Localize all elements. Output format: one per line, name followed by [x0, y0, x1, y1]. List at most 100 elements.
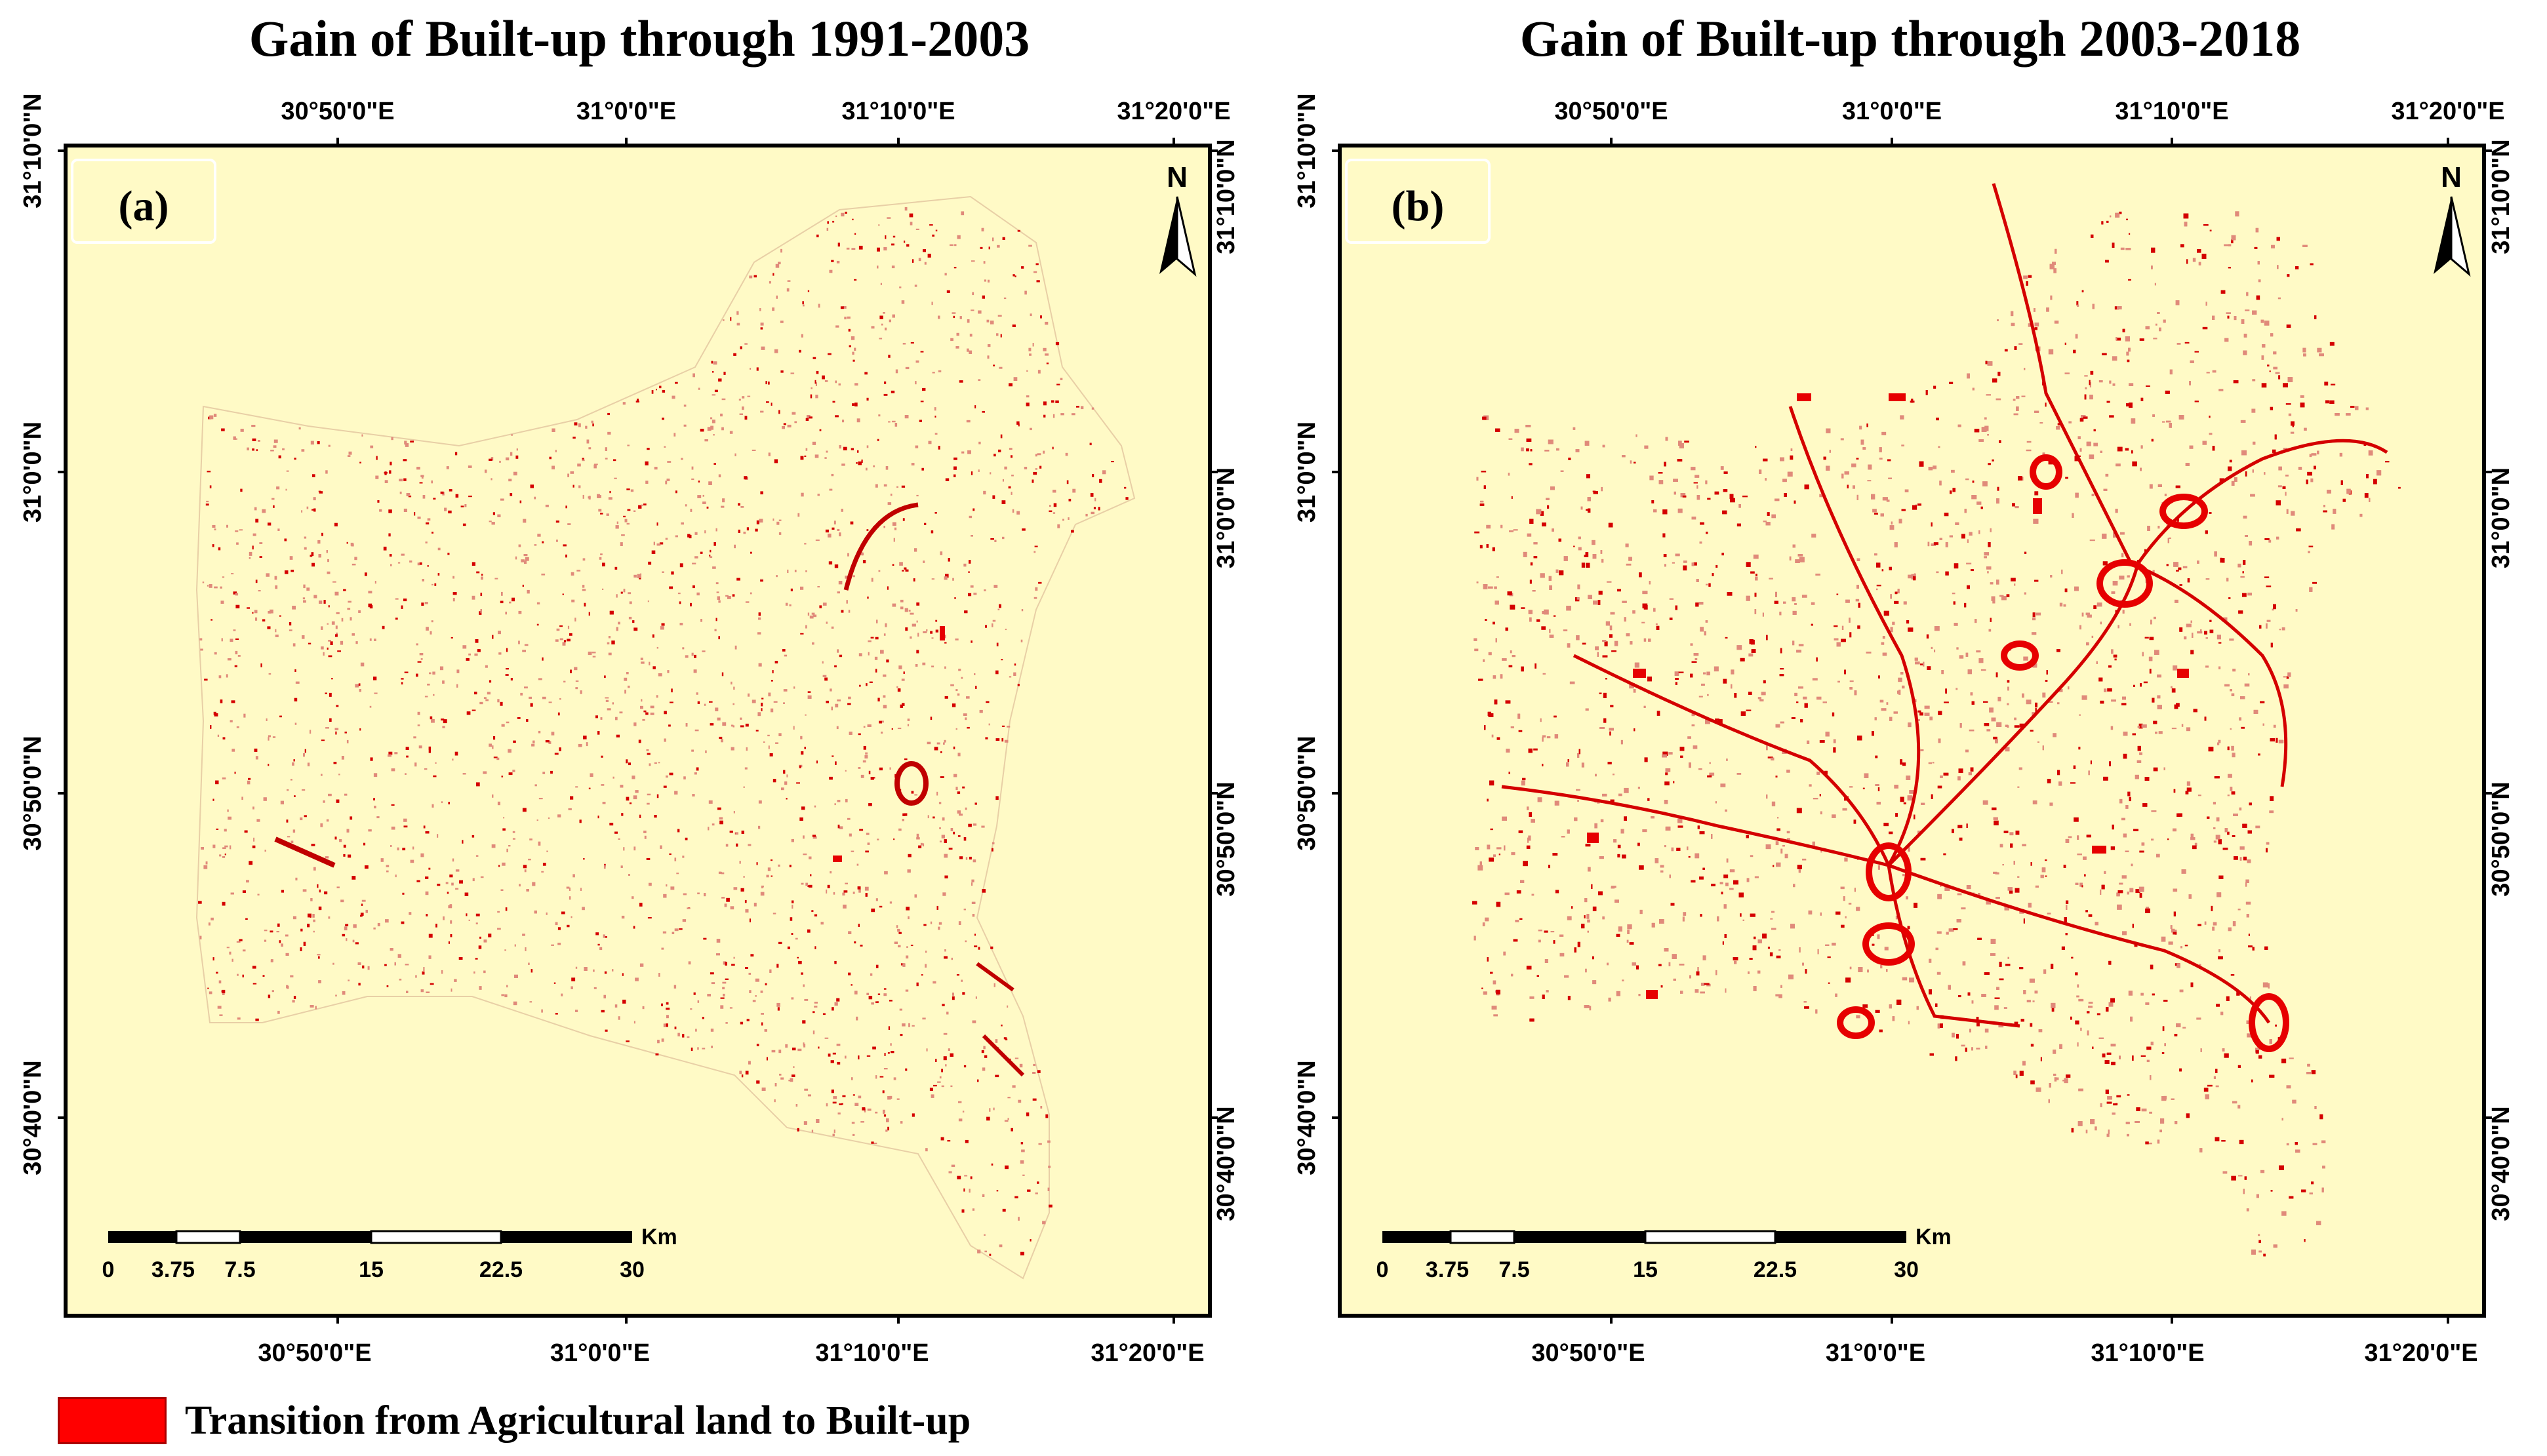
- built-up-pixel: [2266, 585, 2272, 587]
- built-up-pixel: [1004, 1120, 1009, 1122]
- built-up-pixel: [731, 681, 732, 685]
- built-up-pixel: [1047, 1140, 1051, 1143]
- built-up-pixel: [1035, 454, 1037, 457]
- built-up-pixel: [209, 485, 212, 488]
- built-up-pixel: [1548, 865, 1550, 869]
- built-up-pixel: [885, 623, 887, 627]
- built-up-pixel: [1065, 452, 1068, 456]
- built-up-pixel: [2186, 727, 2191, 732]
- built-up-pixel: [332, 962, 334, 965]
- built-up-pixel: [266, 718, 268, 721]
- built-up-pixel: [912, 623, 916, 627]
- built-up-pixel: [710, 549, 712, 553]
- built-up-clusters: [274, 502, 1025, 1077]
- built-up-pixel: [778, 262, 781, 265]
- built-up-pixel: [759, 308, 761, 311]
- built-up-pixel: [1033, 597, 1037, 599]
- built-up-pixel: [294, 458, 296, 460]
- built-up-pixel: [468, 465, 472, 468]
- built-up-pixel: [654, 467, 658, 470]
- built-up-pixel: [604, 863, 606, 867]
- built-up-pixel: [319, 491, 323, 494]
- built-up-pixel: [792, 1074, 795, 1077]
- built-up-pixel: [358, 610, 361, 613]
- built-up-pixel: [675, 490, 677, 494]
- built-up-pixel: [862, 1107, 866, 1111]
- built-up-pixel: [875, 898, 878, 901]
- built-up-pixel: [955, 346, 959, 349]
- built-up-pixel: [824, 1037, 829, 1039]
- built-up-pixel: [1855, 599, 1860, 602]
- built-up-pixel: [515, 455, 519, 459]
- built-up-pixel: [1958, 995, 1961, 998]
- built-up-pixel: [236, 726, 239, 728]
- built-up-pixel: [1957, 825, 1963, 829]
- built-up-pixel: [834, 803, 836, 806]
- built-up-pixel: [1055, 400, 1059, 403]
- built-up-pixel: [682, 919, 687, 922]
- built-up-pixel: [307, 762, 310, 766]
- built-up-pixel: [987, 355, 990, 359]
- built-up-pixel: [883, 1114, 887, 1117]
- built-up-pixel: [483, 697, 487, 699]
- built-up-pixel: [214, 652, 217, 655]
- built-up-pixel: [710, 1029, 714, 1032]
- built-up-pixel: [483, 970, 486, 974]
- built-up-pixel: [883, 246, 887, 250]
- built-up-pixel: [410, 441, 414, 443]
- built-up-pixel: [695, 1029, 697, 1032]
- built-up-pixel: [542, 657, 544, 661]
- built-up-pixel: [889, 767, 891, 770]
- built-up-pixel: [892, 603, 896, 607]
- built-up-pixel: [883, 705, 887, 709]
- built-up-pixel: [772, 273, 774, 276]
- built-up-pixel: [848, 328, 851, 332]
- built-up-pixel: [1013, 274, 1015, 277]
- built-up-pixel: [658, 673, 662, 677]
- built-up-pixel: [1068, 517, 1070, 520]
- built-up-pixel: [718, 474, 721, 478]
- built-up-pixel: [841, 610, 844, 613]
- built-up-pixel: [557, 814, 561, 817]
- built-up-pixel: [1581, 562, 1585, 568]
- built-up-pixel: [819, 429, 822, 431]
- built-up-pixel: [455, 888, 459, 890]
- built-up-pixel: [708, 481, 712, 485]
- built-up-pixel: [428, 746, 431, 750]
- built-up-pixel: [602, 802, 606, 804]
- built-up-pixel: [513, 471, 517, 476]
- built-up-pixel: [2125, 805, 2129, 809]
- built-up-pixel: [611, 640, 615, 644]
- built-up-pixel: [655, 1053, 659, 1055]
- built-up-pixel: [1665, 772, 1668, 776]
- built-up-pixel: [513, 740, 516, 743]
- built-up-pixel: [1529, 463, 1533, 465]
- built-up-pixel: [1004, 739, 1009, 743]
- built-up-pixel: [1674, 671, 1679, 676]
- built-up-pixel: [871, 908, 875, 913]
- built-up-pixel: [623, 589, 626, 593]
- built-up-pixel: [538, 798, 543, 800]
- built-up-pixel: [1958, 768, 1963, 774]
- built-up-pixel: [878, 570, 881, 572]
- built-up-pixel: [328, 640, 331, 642]
- built-up-pixel: [730, 906, 734, 910]
- built-up-pixel: [812, 1011, 815, 1013]
- built-up-pixel: [329, 692, 332, 697]
- built-up-pixel: [1598, 591, 1603, 595]
- built-up-pixel: [1529, 996, 1534, 999]
- built-up-pixel: [546, 912, 548, 915]
- built-up-pixel: [303, 941, 306, 946]
- built-up-pixel: [791, 838, 794, 842]
- built-up-pixel: [565, 505, 567, 509]
- built-up-pixel: [883, 674, 887, 677]
- built-up-pixel: [969, 856, 972, 860]
- built-up-pixel: [501, 591, 503, 596]
- built-up-pixel: [455, 869, 460, 872]
- built-up-pixel: [975, 686, 977, 689]
- built-up-pixel: [336, 886, 340, 888]
- built-up-pixel: [847, 817, 851, 820]
- built-up-pixel: [317, 884, 319, 888]
- built-up-pixel: [819, 605, 822, 608]
- built-up-pixel: [412, 846, 414, 850]
